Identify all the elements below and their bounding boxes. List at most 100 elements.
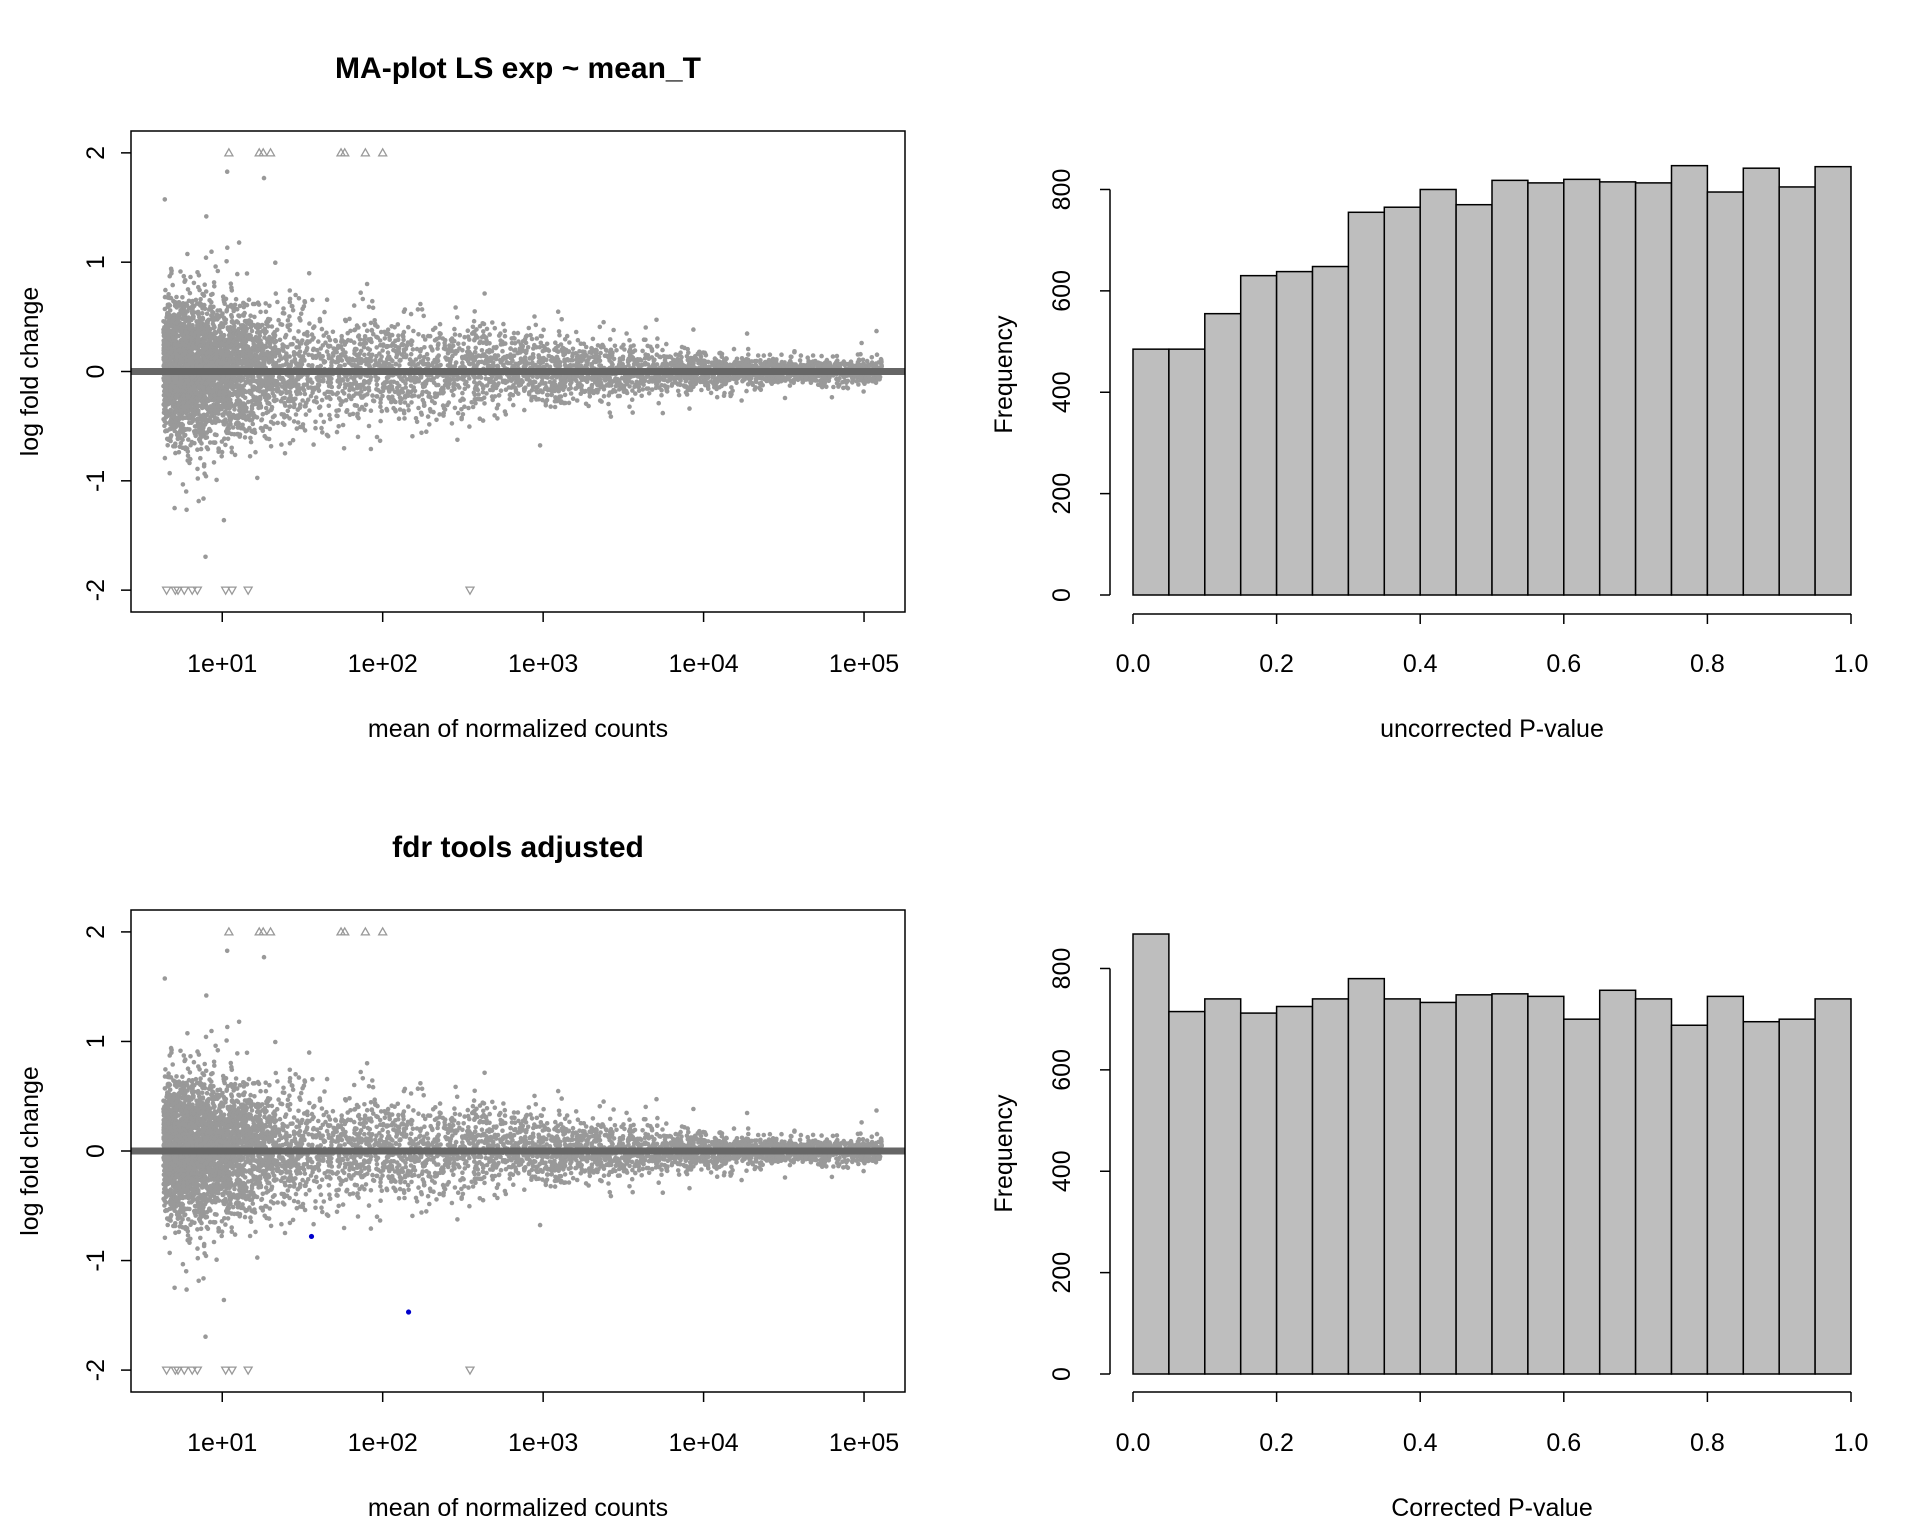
gene-point bbox=[167, 470, 172, 476]
gene-point bbox=[533, 322, 539, 328]
gene-point bbox=[200, 311, 205, 316]
gene-point bbox=[273, 291, 279, 296]
gene-point bbox=[379, 408, 385, 414]
gene-point bbox=[357, 341, 363, 347]
gene-point bbox=[683, 378, 689, 384]
gene-point bbox=[455, 437, 460, 443]
gene-point bbox=[744, 331, 750, 336]
gene-point bbox=[561, 352, 566, 358]
gene-point bbox=[411, 328, 416, 334]
gene-point bbox=[229, 288, 235, 293]
gene-point bbox=[293, 412, 299, 417]
gene-point bbox=[182, 433, 187, 439]
gene-point bbox=[393, 362, 399, 367]
gene-point bbox=[617, 393, 622, 399]
gene-point bbox=[255, 339, 261, 345]
gene-point bbox=[336, 424, 342, 429]
gene-point bbox=[534, 336, 540, 341]
gene-point bbox=[818, 382, 823, 388]
gene-point bbox=[553, 340, 558, 346]
gene-point bbox=[472, 337, 478, 342]
gene-point bbox=[301, 304, 307, 309]
gene-point bbox=[237, 303, 243, 309]
gene-point bbox=[607, 410, 613, 415]
gene-point bbox=[276, 317, 281, 323]
gene-point bbox=[208, 407, 213, 413]
gene-point bbox=[528, 332, 533, 338]
gene-point bbox=[203, 554, 208, 560]
gene-point bbox=[484, 383, 490, 388]
gene-point bbox=[452, 326, 457, 332]
gene-point bbox=[673, 352, 678, 357]
gene-point bbox=[429, 398, 435, 404]
gene-point bbox=[426, 391, 432, 396]
gene-point bbox=[346, 360, 352, 365]
gene-point bbox=[378, 342, 383, 348]
gene-point bbox=[461, 341, 467, 347]
gene-point bbox=[216, 449, 221, 455]
gene-point bbox=[541, 343, 546, 349]
gene-point bbox=[179, 321, 185, 327]
gene-point bbox=[378, 400, 383, 406]
gene-point bbox=[502, 328, 508, 334]
gene-point bbox=[353, 391, 359, 396]
gene-point bbox=[437, 412, 442, 417]
gene-point bbox=[181, 426, 187, 432]
gene-point bbox=[397, 407, 403, 412]
gene-point bbox=[261, 175, 267, 181]
gene-point bbox=[292, 356, 298, 362]
gene-point bbox=[263, 301, 269, 306]
gene-point bbox=[279, 322, 285, 328]
gene-point bbox=[472, 397, 478, 402]
gene-point bbox=[197, 343, 203, 349]
gene-point bbox=[241, 313, 246, 318]
gene-point bbox=[523, 340, 529, 346]
gene-point bbox=[410, 434, 415, 439]
gene-point bbox=[594, 348, 599, 353]
gene-point bbox=[800, 379, 805, 385]
gene-point bbox=[405, 391, 410, 396]
gene-point bbox=[730, 388, 735, 394]
gene-point bbox=[374, 394, 379, 399]
gene-point bbox=[713, 357, 719, 363]
gene-point bbox=[459, 416, 464, 422]
gene-point bbox=[212, 440, 217, 446]
gene-point bbox=[255, 300, 261, 306]
gene-point bbox=[281, 311, 287, 316]
gene-point bbox=[202, 390, 207, 396]
gene-point bbox=[598, 380, 604, 386]
gene-point bbox=[366, 385, 372, 390]
gene-point bbox=[346, 393, 352, 398]
gene-point bbox=[639, 393, 644, 399]
gene-point bbox=[445, 402, 450, 408]
gene-point bbox=[358, 348, 364, 354]
gene-point bbox=[275, 299, 280, 305]
gene-point bbox=[772, 379, 777, 385]
gene-point bbox=[206, 317, 211, 323]
gene-point bbox=[180, 404, 186, 409]
gene-point bbox=[787, 383, 793, 388]
gene-point bbox=[792, 349, 797, 355]
gene-point bbox=[178, 269, 183, 274]
gene-point bbox=[397, 395, 403, 400]
gene-point bbox=[492, 325, 498, 331]
gene-point bbox=[570, 346, 576, 352]
gene-point bbox=[557, 332, 562, 338]
gene-point bbox=[401, 408, 407, 414]
gene-point bbox=[431, 376, 437, 381]
gene-point bbox=[201, 293, 207, 298]
gene-point bbox=[684, 354, 690, 359]
gene-point bbox=[314, 347, 320, 353]
gene-point bbox=[174, 305, 179, 310]
gene-point bbox=[570, 396, 576, 402]
gene-point bbox=[385, 327, 391, 333]
gene-point bbox=[271, 398, 277, 403]
gene-point bbox=[529, 336, 535, 342]
gene-point bbox=[579, 383, 584, 389]
gene-point bbox=[607, 337, 613, 342]
gene-point bbox=[472, 309, 478, 314]
gene-point bbox=[313, 419, 318, 425]
gene-point bbox=[211, 280, 217, 285]
gene-point bbox=[268, 444, 274, 449]
gene-point bbox=[370, 305, 376, 311]
